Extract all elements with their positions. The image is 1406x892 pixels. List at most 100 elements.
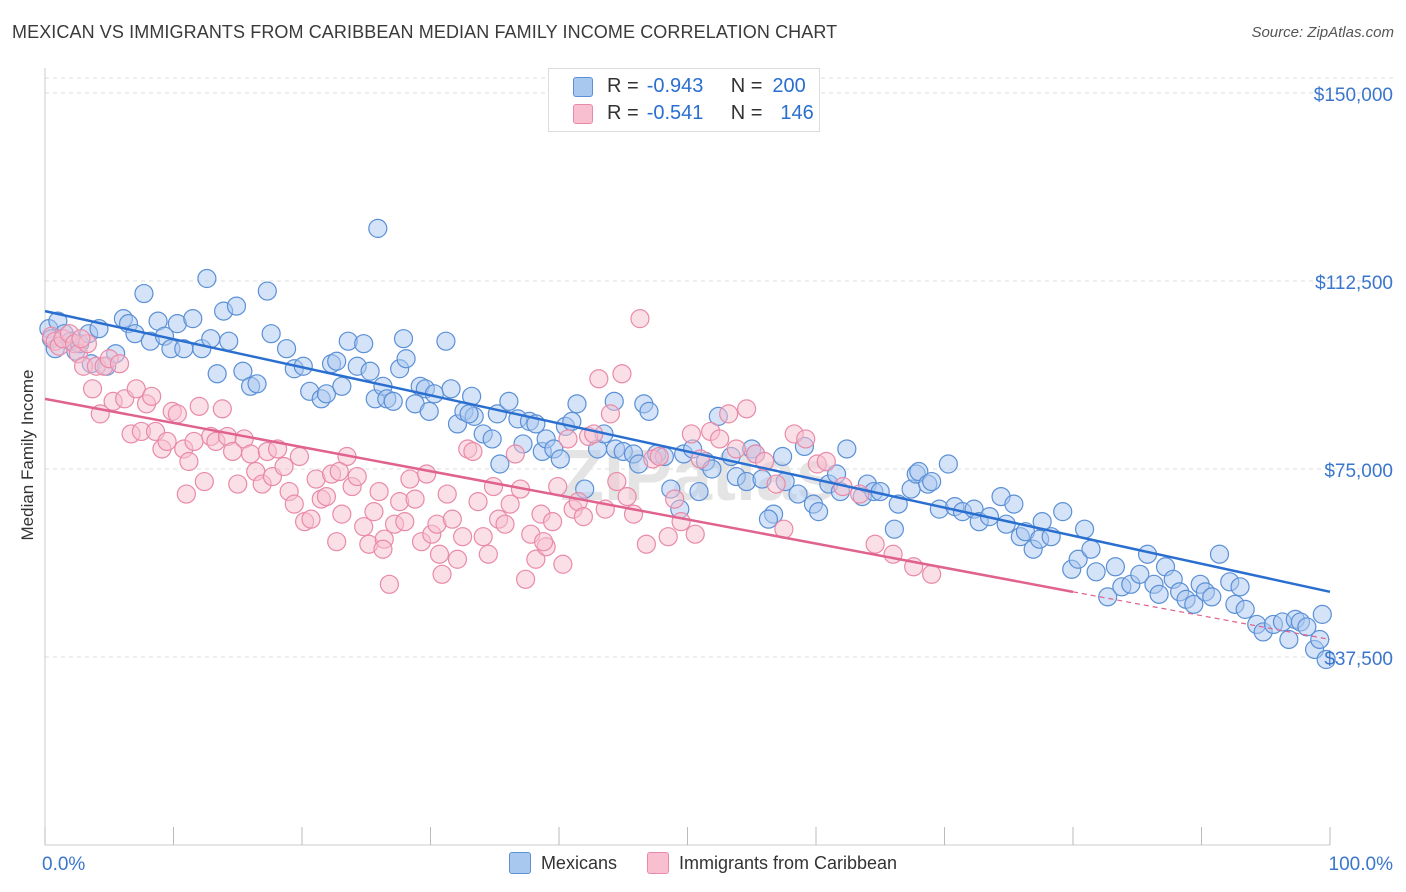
x-tick-labels: 0.0% 100.0% <box>42 854 1393 875</box>
caribbean-point <box>473 527 493 547</box>
caribbean-point <box>584 424 604 444</box>
mexicans-point <box>808 502 829 522</box>
caribbean-trend-line <box>44 397 1074 594</box>
mexicans-point <box>257 281 277 301</box>
mexicans-point <box>419 401 439 421</box>
n-label: N = <box>730 75 763 97</box>
caribbean-point <box>432 564 452 584</box>
mexicans-trend-line <box>44 309 1331 594</box>
legend-item-caribbean[interactable]: Immigrants from Caribbean <box>646 852 898 874</box>
mexicans-point <box>550 449 570 469</box>
caribbean-point <box>649 446 669 467</box>
caribbean-point <box>379 574 399 594</box>
mexicans-point <box>1068 549 1088 569</box>
caribbean-point <box>617 486 637 507</box>
legend-item-mexicans[interactable]: Mexicans <box>508 852 617 874</box>
mexicans-point <box>261 324 281 344</box>
stats-row-caribbean: R = -0.541 N = 146 <box>573 102 814 125</box>
axes <box>44 68 1331 846</box>
caribbean-point <box>719 404 739 424</box>
caribbean-point <box>347 466 367 487</box>
caribbean-trend-extension <box>1072 591 1331 641</box>
caribbean-point <box>82 379 103 399</box>
caribbean-point <box>373 539 393 559</box>
mexicans-point <box>276 339 297 359</box>
mexicans-point <box>354 334 374 354</box>
caribbean-point <box>796 429 816 449</box>
caribbean-point <box>364 502 384 522</box>
mexicans-point <box>490 454 510 474</box>
mexicans-point <box>1074 519 1095 539</box>
caribbean-point <box>453 527 473 547</box>
caribbean-point <box>495 514 515 534</box>
mexicans-point <box>567 394 587 414</box>
mexicans-point <box>1184 594 1204 614</box>
caribbean-point <box>526 549 546 569</box>
caribbean-point <box>671 512 691 532</box>
n-label: N = <box>730 102 763 124</box>
mexicans-point <box>1209 544 1230 564</box>
caribbean-point <box>157 431 177 452</box>
mexicans-point <box>1297 617 1317 637</box>
caribbean-point <box>212 399 232 419</box>
chart-title: MEXICAN VS IMMIGRANTS FROM CARIBBEAN MED… <box>12 22 838 42</box>
r-label: R = <box>607 75 639 97</box>
caribbean-point <box>468 492 488 512</box>
caribbean-point <box>241 444 261 464</box>
mexicans-point <box>1230 577 1250 597</box>
caribbean-point <box>737 399 757 419</box>
caribbean-point <box>301 509 321 529</box>
legend-label: Immigrants from Caribbean <box>678 852 898 873</box>
mexicans-point <box>226 296 247 316</box>
caribbean-point <box>542 512 563 532</box>
caribbean-point <box>316 486 337 507</box>
mexicans-point <box>383 391 403 411</box>
caribbean-point <box>329 461 349 482</box>
caribbean-point <box>400 469 420 489</box>
mexicans-point <box>1279 629 1299 650</box>
caribbean-point <box>184 431 204 452</box>
source-credit: Source: ZipAtlas.com <box>1251 24 1394 41</box>
caribbean-point <box>332 504 352 524</box>
caribbean-point <box>189 396 209 416</box>
caribbean-point <box>369 481 389 502</box>
caribbean-point <box>354 517 374 537</box>
mexicans-point <box>436 331 456 351</box>
mexicans-point <box>360 361 380 381</box>
caribbean-point <box>179 451 199 472</box>
mexicans-point <box>1130 564 1150 584</box>
caribbean-point <box>589 369 609 389</box>
caribbean-point <box>607 471 627 492</box>
mexicans-point <box>197 268 217 289</box>
y-tick-label: $150,000 <box>1314 85 1393 106</box>
mexicans-point <box>1312 604 1332 624</box>
mexicans-point <box>1149 584 1169 604</box>
mexicans-point <box>1004 494 1024 514</box>
caribbean-point <box>766 474 786 494</box>
mexicans-point <box>884 519 904 539</box>
caribbean-point <box>533 532 554 552</box>
caribbean-point <box>289 446 310 467</box>
mexicans-point <box>482 429 502 449</box>
mexicans-point <box>639 401 659 421</box>
caribbean-point <box>437 484 457 504</box>
caribbean-point <box>417 464 437 484</box>
caribbean-point <box>726 439 746 459</box>
mexicans-point <box>1032 512 1052 532</box>
r-label: R = <box>607 102 639 124</box>
caribbean-swatch <box>646 852 669 874</box>
caribbean-point <box>553 554 573 574</box>
mexicans-point <box>1202 587 1222 607</box>
mexicans-point <box>1105 557 1126 577</box>
mexicans-point <box>316 384 337 404</box>
caribbean-point <box>883 544 903 564</box>
mexicans-point <box>996 514 1016 534</box>
caribbean-swatch <box>573 103 593 124</box>
mexicans-point <box>837 439 857 459</box>
caribbean-point <box>665 489 685 509</box>
caribbean-point <box>167 404 187 424</box>
caribbean-point <box>681 424 701 444</box>
y-axis-label: Median Family Income <box>18 369 37 540</box>
caribbean-point <box>405 489 425 509</box>
